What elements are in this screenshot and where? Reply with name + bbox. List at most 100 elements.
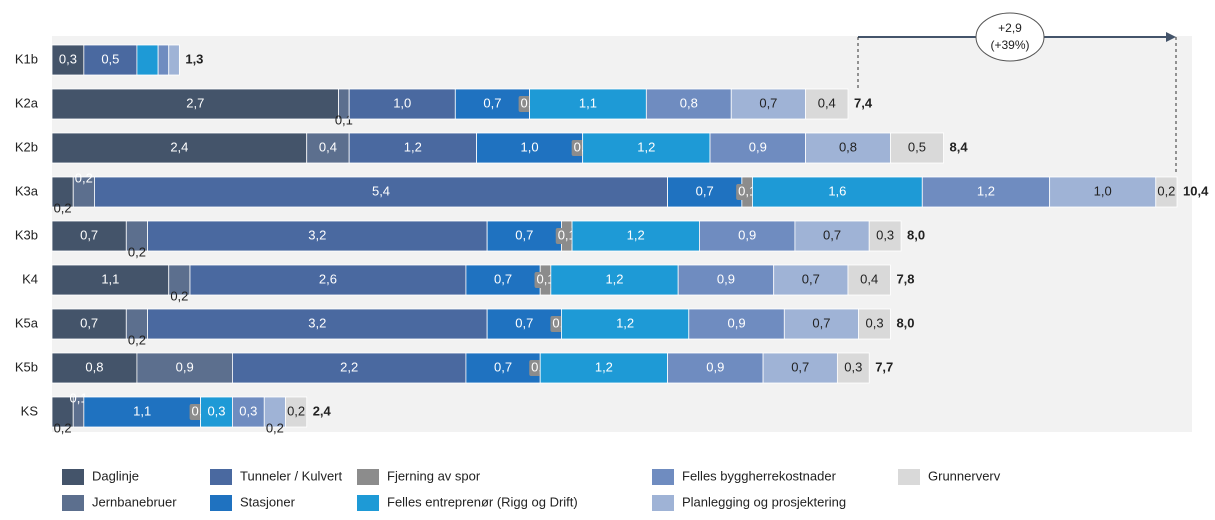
bar-segment [921, 176, 1051, 208]
value-label: 0,7 [80, 227, 98, 242]
bar-segment [348, 132, 477, 164]
legend-label: Grunnerverv [928, 468, 1001, 483]
total-label: 8,0 [896, 315, 914, 330]
bar-segment [476, 132, 584, 164]
legend-label: Felles entreprenør (Rigg og Drift) [387, 494, 578, 509]
bar-segment [189, 264, 467, 296]
bar-segment [51, 308, 127, 340]
legend-swatch [62, 469, 84, 485]
bar-segment [51, 132, 308, 164]
legend-swatch [62, 495, 84, 511]
value-label: 0,1 [335, 112, 353, 127]
bar-segment [529, 88, 647, 120]
value-label: 3,2 [308, 227, 326, 242]
value-label: 0,1 [536, 271, 554, 286]
legend-swatch [652, 469, 674, 485]
bar-segment [868, 220, 902, 252]
legend-label: Daglinje [92, 468, 139, 483]
value-label: 0,5 [101, 51, 119, 66]
value-label: 1,2 [605, 271, 623, 286]
value-label: 5,4 [372, 183, 390, 198]
bar-segment [1155, 176, 1178, 208]
value-label: 0,9 [749, 139, 767, 154]
total-label: 7,7 [875, 359, 893, 374]
value-label: 1,1 [579, 95, 597, 110]
legend-label: Fjerning av spor [387, 468, 481, 483]
bar-segment [794, 220, 870, 252]
value-label: 0,2 [75, 170, 93, 185]
value-label: 0,7 [494, 359, 512, 374]
value-label: 1,0 [1094, 183, 1112, 198]
value-label: 1,2 [977, 183, 995, 198]
bar-segment [699, 220, 796, 252]
value-label: 0,2 [128, 332, 146, 347]
value-label: 0,7 [791, 359, 809, 374]
value-label: 0,9 [706, 359, 724, 374]
value-label: 0,7 [812, 315, 830, 330]
value-label: 0,7 [823, 227, 841, 242]
category-label: KS [21, 403, 39, 418]
total-label: 10,4 [1183, 183, 1209, 198]
value-label: 0,3 [239, 403, 257, 418]
value-label: 0,8 [680, 95, 698, 110]
bar-segment [454, 88, 530, 120]
bar-segment [847, 264, 891, 296]
value-label: 0,7 [759, 95, 777, 110]
bar-segment [83, 396, 201, 428]
bar-segment [539, 352, 668, 384]
bar-segment [582, 132, 711, 164]
bar-segment [348, 88, 456, 120]
category-label: K5b [15, 359, 38, 374]
value-label: 0,1 [558, 227, 576, 242]
bar-segment [136, 352, 233, 384]
bar-segment [550, 264, 679, 296]
bar-segment [762, 352, 838, 384]
bar-segment [667, 352, 764, 384]
value-label: 0,4 [860, 271, 878, 286]
value-label: 0,2 [170, 288, 188, 303]
value-label: 3,2 [308, 315, 326, 330]
value-label: 0,9 [176, 359, 194, 374]
value-label: 1,2 [637, 139, 655, 154]
value-label: 1,6 [828, 183, 846, 198]
value-label: 0,2 [266, 420, 284, 435]
category-label: K2a [15, 95, 39, 110]
bar-segment [147, 308, 488, 340]
bar-segment [858, 308, 891, 340]
value-label: 0,1 [738, 183, 756, 198]
total-label: 7,8 [896, 271, 914, 286]
bar-segment [486, 220, 562, 252]
bar-segment [147, 220, 488, 252]
bar-segment [783, 308, 860, 340]
value-label: 1,2 [404, 139, 422, 154]
bar-segment [805, 88, 849, 120]
value-label: 0,5 [908, 139, 926, 154]
value-label: 1,2 [616, 315, 634, 330]
bar-segment [232, 352, 467, 384]
annotation-text: (+39%) [990, 38, 1029, 52]
legend-label: Tunneler / Kulvert [240, 468, 343, 483]
bar-segment [890, 132, 944, 164]
value-label: 0,3 [207, 403, 225, 418]
value-label: 0,7 [494, 271, 512, 286]
value-label: 1,0 [521, 139, 539, 154]
value-label: 0,2 [1157, 183, 1175, 198]
value-label: 1,2 [595, 359, 613, 374]
legend-swatch [898, 469, 920, 485]
legend-label: Jernbanebruer [92, 494, 177, 509]
bar-segment [285, 396, 308, 428]
legend-label: Stasjoner [240, 494, 296, 509]
value-label: 0,4 [319, 139, 337, 154]
legend-label: Felles byggherrekostnader [682, 468, 837, 483]
value-label: 0,9 [728, 315, 746, 330]
bar-segment [51, 44, 85, 76]
value-label: 0,8 [85, 359, 103, 374]
value-label: 0,2 [54, 420, 72, 435]
bar-segment [805, 132, 891, 164]
bar-segment [1049, 176, 1157, 208]
value-label: 1,0 [393, 95, 411, 110]
category-label: K3b [15, 227, 38, 242]
bar-segment [730, 88, 806, 120]
value-label: 2,2 [340, 359, 358, 374]
value-label: 0,2 [54, 200, 72, 215]
